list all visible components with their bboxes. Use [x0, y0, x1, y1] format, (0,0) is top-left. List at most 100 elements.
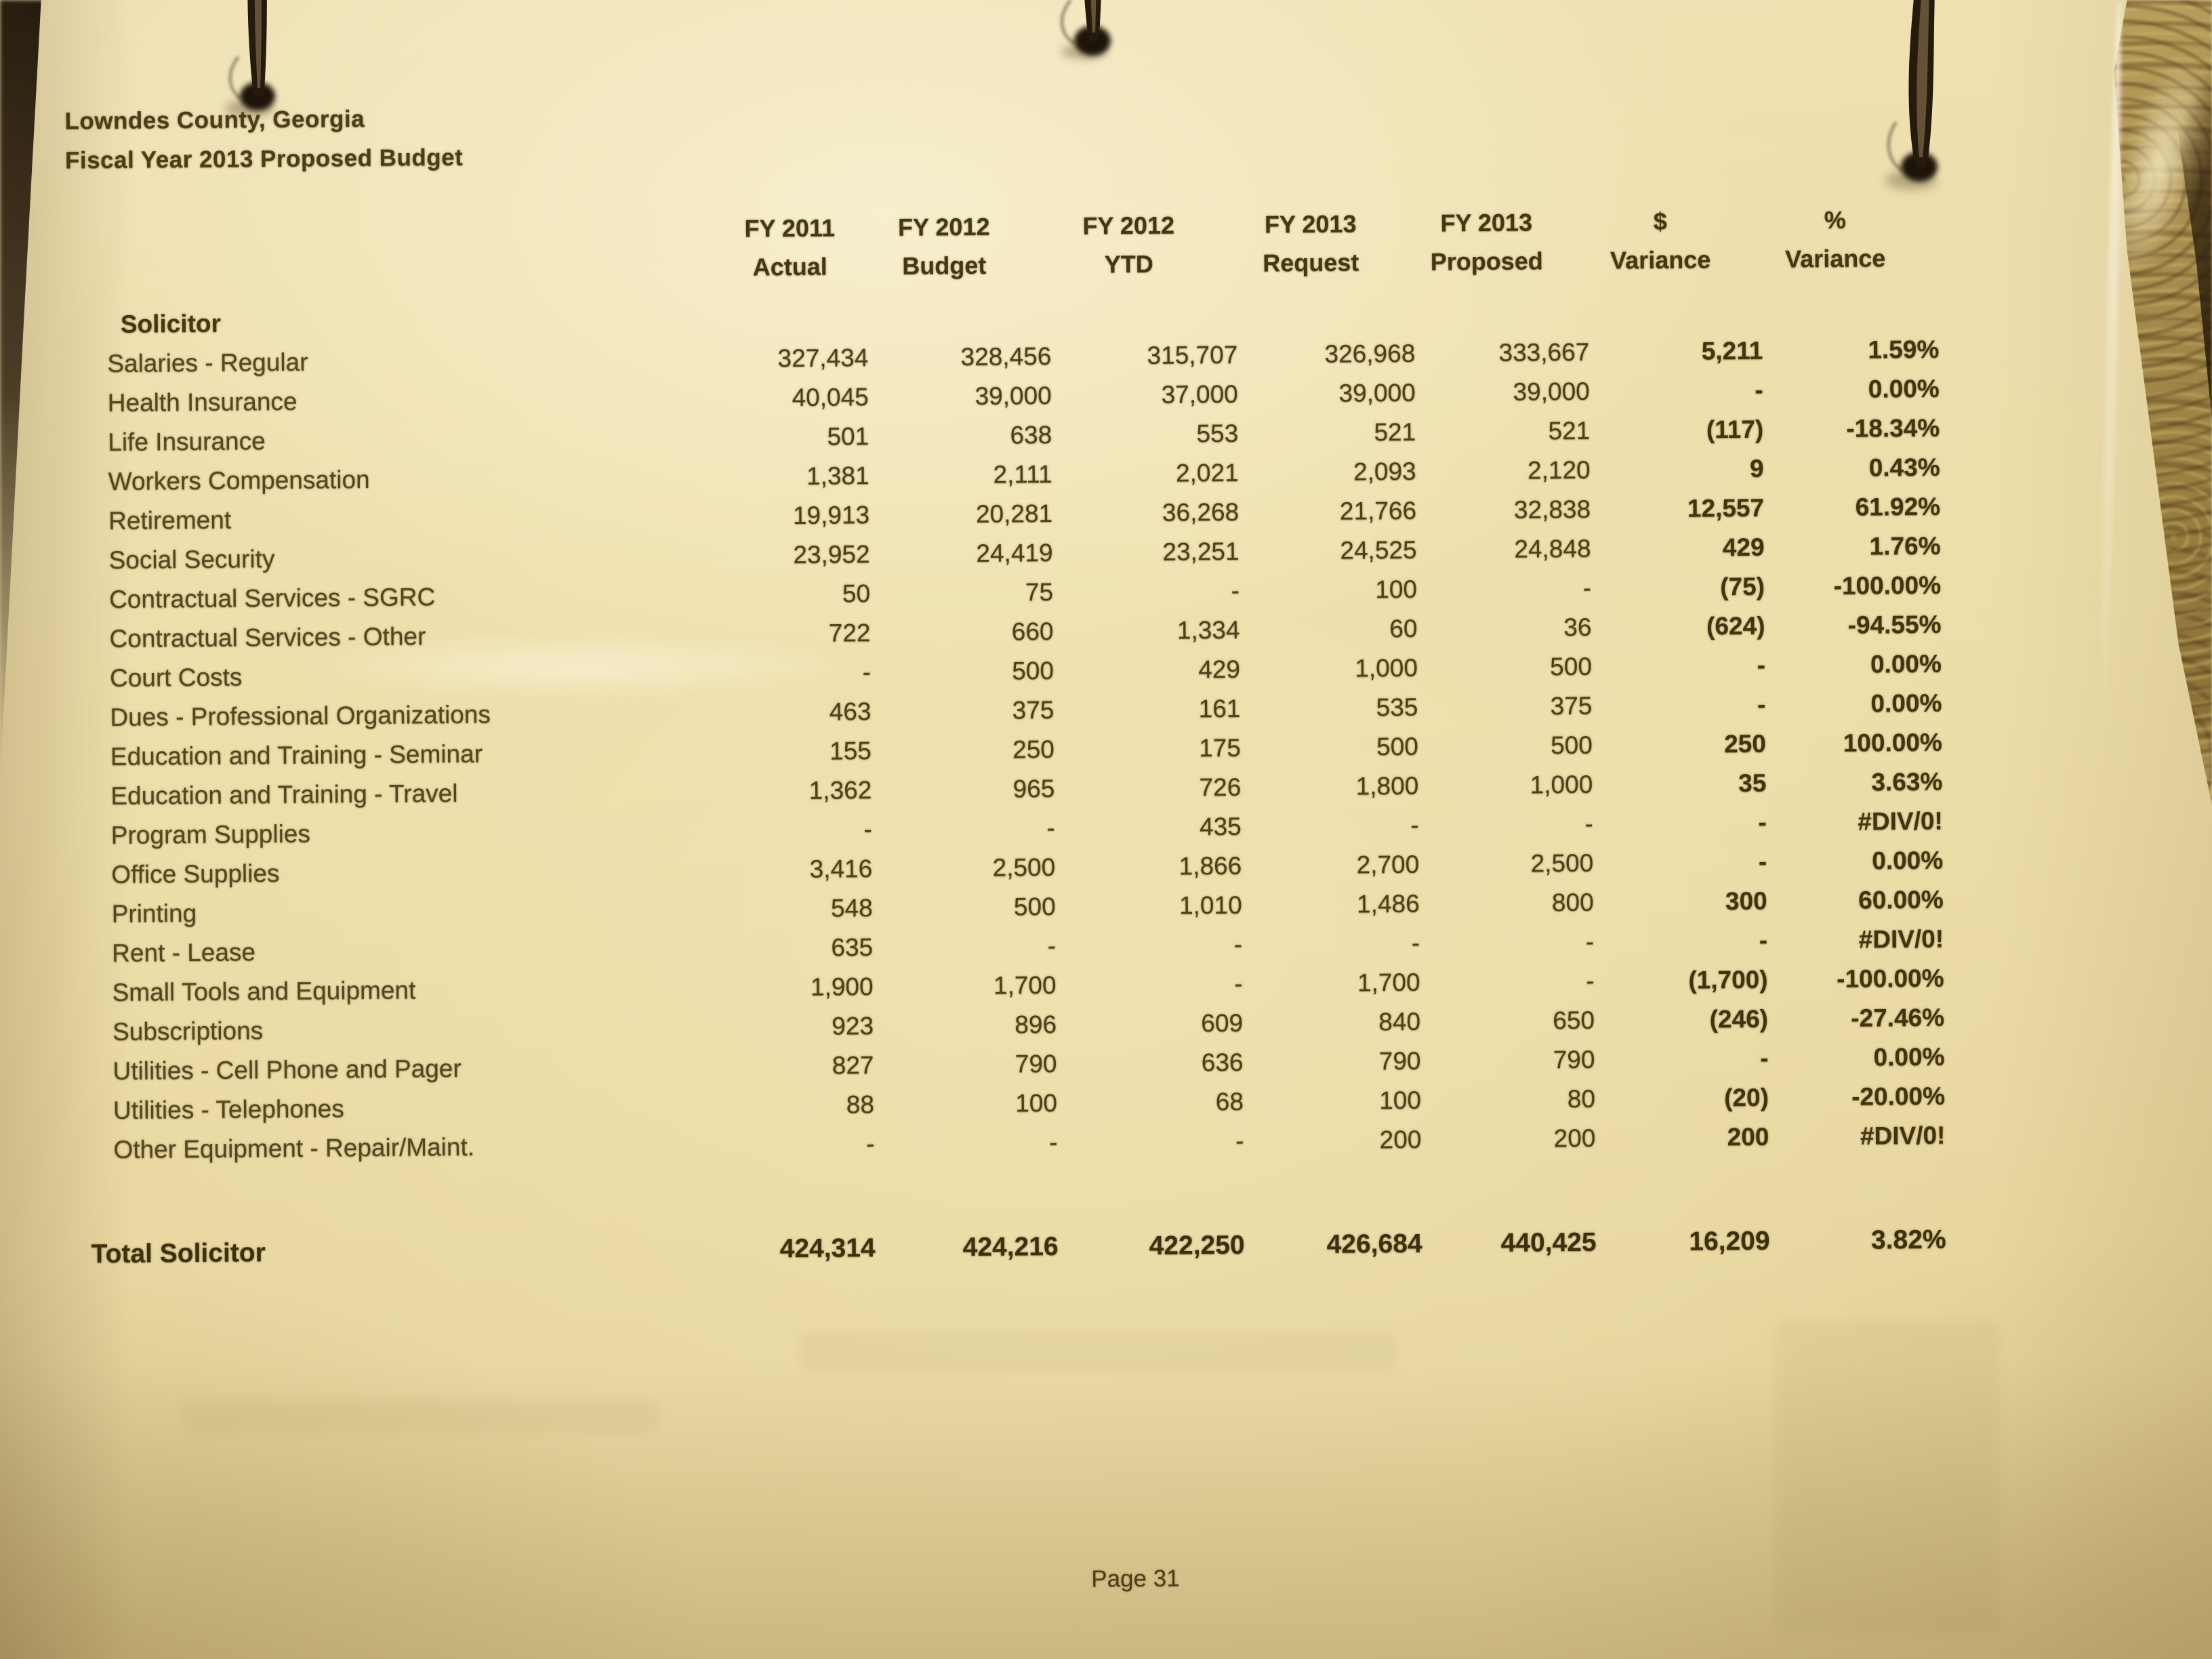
- row-label: Social Security: [108, 544, 275, 574]
- cell: 790: [1553, 1045, 1595, 1074]
- row-label: Retirement: [108, 506, 232, 535]
- cell: -: [865, 1130, 875, 1158]
- cell: 2,120: [1527, 455, 1591, 485]
- section-header-label: Solicitor: [120, 309, 222, 338]
- cell: 200: [1727, 1122, 1769, 1151]
- header-spacer: [49, 209, 728, 292]
- cell: -94.55%: [1847, 610, 1942, 639]
- budget-table: FY 2011 Actual FY 2012 Budget FY 2012 YT…: [64, 200, 1946, 1275]
- cell: 500: [1376, 732, 1419, 761]
- cell: 650: [1553, 1006, 1595, 1035]
- cell: 333,667: [1498, 337, 1590, 367]
- cell: 1,010: [1179, 890, 1242, 920]
- row-label: Life Insurance: [108, 427, 266, 456]
- cell: 1,486: [1356, 889, 1420, 918]
- cell: -: [1584, 809, 1593, 838]
- row-label: Education and Training - Seminar: [110, 739, 483, 771]
- cell: 660: [1011, 617, 1054, 646]
- bleed-through-ghost: [183, 1399, 657, 1432]
- cell: 32,838: [1513, 495, 1591, 524]
- cell: -: [1235, 1126, 1244, 1155]
- cell: 840: [1378, 1007, 1421, 1036]
- row-label: Rent - Lease: [112, 938, 256, 967]
- column-header-percent-variance: % Variance: [1784, 205, 1886, 273]
- cell: -: [1410, 811, 1419, 839]
- cell: 429: [1198, 655, 1241, 684]
- cell: 39,000: [975, 381, 1052, 410]
- row-label: Printing: [111, 899, 197, 928]
- cell: 1.59%: [1868, 335, 1940, 364]
- cell: -: [1048, 1128, 1058, 1157]
- cell: -: [1585, 927, 1595, 956]
- row-label: Utilities - Cell Phone and Pager: [112, 1054, 462, 1085]
- row-label: Health Insurance: [107, 387, 298, 417]
- binder-ring-icon: [1879, 0, 1967, 211]
- cell: 328,456: [960, 342, 1052, 371]
- cell: -: [1755, 375, 1763, 404]
- cell: (117): [1706, 415, 1764, 444]
- cell: 1,700: [993, 970, 1057, 1000]
- cell: 1,900: [810, 972, 874, 1001]
- cell: 300: [1725, 886, 1767, 916]
- cell: 0.00%: [1873, 1042, 1945, 1071]
- cell: 726: [1199, 773, 1242, 802]
- cell: 501: [827, 422, 869, 451]
- cell: 75: [1025, 577, 1054, 607]
- cell: -100.00%: [1837, 964, 1944, 993]
- cell: 375: [1550, 691, 1593, 720]
- column-header-dollar-variance: $ Variance: [1610, 207, 1711, 274]
- cell: 923: [832, 1012, 874, 1040]
- cell: 500: [1550, 731, 1593, 760]
- cell: 327,434: [777, 344, 869, 373]
- cell: 896: [1015, 1010, 1057, 1039]
- cell: 200: [1379, 1125, 1422, 1154]
- cell: 638: [1010, 420, 1052, 449]
- row-label: Workers Compensation: [108, 465, 370, 495]
- column-header-fy2011-actual: FY 2011 Actual: [744, 213, 836, 281]
- column-header-row: FY 2011 Actual FY 2012 Budget FY 2012 YT…: [49, 200, 1924, 292]
- cell: 0.43%: [1868, 453, 1940, 482]
- total-cell: 426,684: [1326, 1229, 1422, 1259]
- page-number: Page 31: [1091, 1565, 1180, 1593]
- column-header-fy2013-request: FY 2013 Request: [1263, 209, 1359, 277]
- cell: 800: [1551, 888, 1594, 917]
- cell: (20): [1723, 1083, 1769, 1112]
- row-label: Other Equipment - Repair/Maint.: [113, 1132, 475, 1164]
- cell: 21,766: [1339, 496, 1417, 525]
- cell: 2,500: [1530, 848, 1594, 878]
- cell: 161: [1198, 694, 1241, 723]
- cell: (624): [1706, 611, 1765, 640]
- cell: 429: [1722, 533, 1765, 562]
- cell: 1,866: [1179, 851, 1242, 880]
- row-label: Subscriptions: [112, 1017, 264, 1046]
- row-label: Program Supplies: [110, 819, 311, 849]
- row-label: Salaries - Regular: [107, 348, 308, 377]
- cell: 435: [1199, 812, 1242, 841]
- total-cell: 3.82%: [1870, 1225, 1946, 1255]
- cell: 5,211: [1701, 336, 1763, 365]
- cell: 827: [832, 1051, 874, 1080]
- cell: 535: [1376, 693, 1418, 722]
- cell: 3,416: [809, 855, 873, 883]
- cell: -: [1757, 690, 1766, 718]
- total-cell: 16,209: [1689, 1226, 1770, 1256]
- cell: 3.63%: [1871, 767, 1943, 796]
- cell: 23,952: [793, 540, 870, 569]
- cell: 1,700: [1357, 968, 1420, 997]
- cell: 790: [1015, 1049, 1057, 1078]
- cell: 36,268: [1162, 497, 1240, 527]
- document-title: Lowndes County, Georgia Fiscal Year 2013…: [64, 99, 463, 181]
- cell: 1,381: [806, 462, 869, 490]
- cell: #DIV/0!: [1860, 1121, 1946, 1150]
- cell: 200: [1553, 1124, 1596, 1153]
- cell: 68: [1215, 1087, 1244, 1116]
- cell: -: [1047, 931, 1057, 960]
- cell: 175: [1198, 733, 1242, 762]
- cell: 0.00%: [1872, 846, 1944, 875]
- cell: 50: [842, 579, 871, 608]
- cell: -: [1758, 808, 1767, 836]
- cell: 790: [1378, 1046, 1421, 1076]
